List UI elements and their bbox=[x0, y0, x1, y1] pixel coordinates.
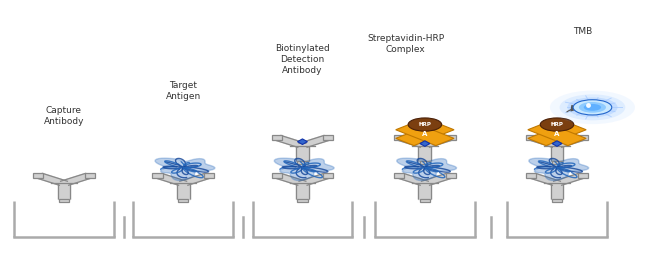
Circle shape bbox=[567, 98, 618, 117]
Bar bbox=[297, 161, 307, 164]
Polygon shape bbox=[298, 139, 307, 145]
Bar bbox=[59, 199, 69, 202]
Circle shape bbox=[408, 118, 441, 131]
Polygon shape bbox=[553, 135, 587, 147]
Bar bbox=[323, 135, 333, 140]
Bar bbox=[394, 135, 404, 140]
Bar bbox=[420, 199, 430, 202]
Bar bbox=[297, 199, 307, 202]
Polygon shape bbox=[552, 139, 562, 145]
Bar bbox=[84, 173, 95, 178]
Bar bbox=[445, 173, 456, 178]
Polygon shape bbox=[395, 135, 429, 147]
Text: HRP: HRP bbox=[419, 122, 432, 127]
Polygon shape bbox=[553, 173, 587, 185]
Bar bbox=[526, 135, 536, 140]
Polygon shape bbox=[298, 173, 332, 185]
Bar bbox=[552, 161, 562, 164]
Polygon shape bbox=[420, 141, 430, 146]
Text: TMB: TMB bbox=[573, 27, 592, 36]
Polygon shape bbox=[60, 173, 94, 185]
Polygon shape bbox=[529, 158, 589, 181]
Circle shape bbox=[550, 90, 635, 124]
Polygon shape bbox=[421, 135, 455, 147]
Bar bbox=[578, 173, 588, 178]
Polygon shape bbox=[420, 139, 430, 145]
Text: Capture
Antibody: Capture Antibody bbox=[44, 106, 84, 126]
Bar bbox=[552, 199, 562, 202]
Circle shape bbox=[584, 104, 601, 111]
Bar bbox=[526, 173, 536, 178]
Bar bbox=[152, 173, 162, 178]
Text: Target
Antigen: Target Antigen bbox=[166, 81, 201, 101]
Polygon shape bbox=[153, 173, 187, 185]
Polygon shape bbox=[527, 135, 561, 147]
Polygon shape bbox=[298, 135, 332, 147]
Bar bbox=[323, 173, 333, 178]
Circle shape bbox=[560, 94, 625, 120]
Polygon shape bbox=[272, 135, 306, 147]
Polygon shape bbox=[274, 158, 334, 181]
Bar bbox=[445, 135, 456, 140]
Polygon shape bbox=[396, 158, 456, 181]
Bar bbox=[204, 173, 214, 178]
Bar bbox=[272, 135, 282, 140]
Text: Streptavidin-HRP
Complex: Streptavidin-HRP Complex bbox=[367, 34, 444, 54]
Polygon shape bbox=[552, 141, 562, 146]
Bar bbox=[33, 173, 44, 178]
Polygon shape bbox=[421, 173, 455, 185]
Polygon shape bbox=[155, 158, 215, 181]
Circle shape bbox=[579, 102, 606, 113]
Bar bbox=[178, 199, 188, 202]
Polygon shape bbox=[179, 173, 213, 185]
Polygon shape bbox=[527, 173, 561, 185]
Text: HRP: HRP bbox=[551, 122, 564, 127]
Polygon shape bbox=[34, 173, 68, 185]
Polygon shape bbox=[396, 122, 454, 146]
Text: A: A bbox=[422, 131, 428, 137]
Polygon shape bbox=[528, 122, 586, 146]
Polygon shape bbox=[396, 122, 454, 146]
Bar bbox=[420, 161, 430, 164]
Text: Biotinylated
Detection
Antibody: Biotinylated Detection Antibody bbox=[275, 44, 330, 75]
Bar bbox=[272, 173, 282, 178]
Circle shape bbox=[540, 118, 574, 131]
Polygon shape bbox=[272, 173, 306, 185]
Circle shape bbox=[573, 100, 612, 115]
Bar bbox=[394, 173, 404, 178]
Polygon shape bbox=[528, 122, 586, 146]
Polygon shape bbox=[395, 173, 429, 185]
Bar bbox=[578, 135, 588, 140]
Text: A: A bbox=[554, 131, 560, 137]
